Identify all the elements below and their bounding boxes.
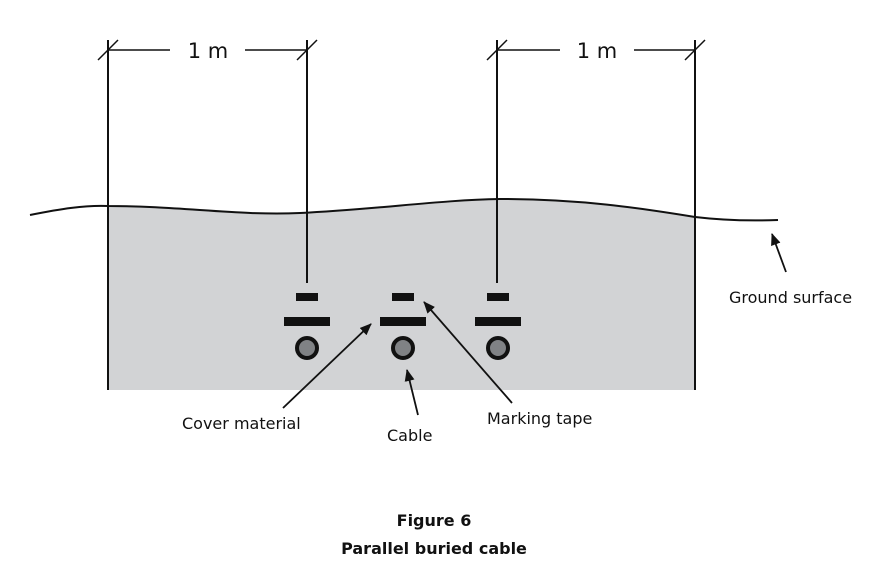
cable-assembly-right — [475, 293, 521, 360]
cable-assembly-left — [284, 293, 330, 360]
dimension-left-label: 1 m — [188, 39, 229, 63]
arrow-cable — [404, 369, 419, 416]
arrow-cover-material — [282, 323, 372, 409]
cable-assembly-middle — [380, 293, 426, 360]
cable-left — [295, 336, 319, 360]
cover-material-middle — [380, 317, 426, 326]
label-marking-tape: Marking tape — [487, 409, 592, 428]
marking-tape-right — [487, 293, 509, 301]
dimension-right-label: 1 m — [577, 39, 618, 63]
arrow-marking-tape — [423, 301, 513, 404]
dimension-right: 1 m — [486, 39, 706, 63]
cable-right — [486, 336, 510, 360]
arrow-ground-surface — [771, 233, 787, 273]
figure-title: Parallel buried cable — [341, 539, 527, 558]
figure-number: Figure 6 — [397, 511, 472, 530]
cover-material-left — [284, 317, 330, 326]
label-ground-surface: Ground surface — [729, 288, 852, 307]
ground-surface-line — [29, 197, 779, 222]
cable-middle — [391, 336, 415, 360]
marking-tape-middle — [392, 293, 414, 301]
dimension-left: 1 m — [97, 39, 318, 63]
label-cable: Cable — [387, 426, 432, 445]
label-cover-material: Cover material — [182, 414, 301, 433]
cover-material-right — [475, 317, 521, 326]
marking-tape-left — [296, 293, 318, 301]
